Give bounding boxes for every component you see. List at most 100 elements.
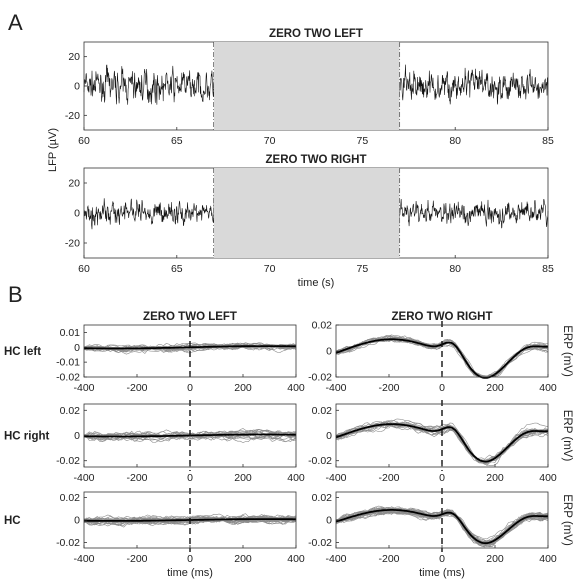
x-tick-label: 200 (486, 472, 504, 484)
y-axis-label: ERP (mV) (561, 325, 573, 377)
x-tick-label: 200 (234, 382, 252, 394)
x-tick-label: -200 (126, 382, 147, 394)
chart-B12 (335, 321, 549, 381)
x-tick-label: 60 (78, 135, 90, 147)
y-tick-label: 0.02 (312, 492, 333, 504)
y-axis-label: LFP (µV) (47, 128, 59, 172)
x-tick-label: 75 (357, 263, 369, 275)
y-tick-label: -0.02 (56, 537, 80, 549)
y-tick-label: -0.02 (308, 537, 332, 549)
y-tick-label: 0 (74, 81, 80, 93)
y-tick-label: 0.01 (60, 327, 81, 339)
x-tick-label: 400 (539, 553, 557, 565)
x-tick-label: 65 (171, 135, 183, 147)
x-tick-label: 65 (171, 263, 183, 275)
erp-trial-trace (83, 430, 297, 441)
x-axis-label: time (ms) (419, 567, 465, 579)
chart-B21 (83, 400, 297, 471)
y-tick-label: 20 (68, 51, 80, 63)
x-tick-label: 0 (439, 382, 445, 394)
panel-label-b: B (8, 282, 23, 307)
y-tick-label: -20 (65, 110, 80, 122)
x-tick-label: 70 (264, 263, 276, 275)
y-tick-label: -0.02 (308, 455, 332, 467)
x-tick-label: 200 (486, 382, 504, 394)
chart-B22 (335, 400, 549, 471)
x-tick-label: 80 (449, 135, 461, 147)
x-tick-label: -200 (126, 553, 147, 565)
x-tick-label: -400 (325, 382, 346, 394)
x-tick-label: 200 (486, 553, 504, 565)
x-tick-label: 60 (78, 263, 90, 275)
y-tick-label: -20 (65, 238, 80, 250)
x-tick-label: 200 (234, 472, 252, 484)
x-tick-label: 0 (187, 382, 193, 394)
y-axis-label: ERP (mV) (561, 410, 573, 462)
stim-interval-shade (213, 168, 400, 258)
y-tick-label: 0.02 (312, 320, 333, 332)
x-tick-label: -400 (73, 553, 94, 565)
x-tick-label: 0 (439, 472, 445, 484)
y-tick-label: 0 (326, 346, 332, 358)
x-tick-label: 400 (539, 382, 557, 394)
y-tick-label: 0 (326, 515, 332, 527)
x-tick-label: 85 (542, 135, 554, 147)
y-tick-label: 20 (68, 178, 80, 190)
x-tick-label: -200 (378, 472, 399, 484)
chart-B11 (83, 321, 297, 381)
chart-B31 (83, 488, 297, 552)
erp-mean-trace (335, 508, 549, 545)
y-tick-label: 0 (74, 430, 80, 442)
x-tick-label: 0 (439, 553, 445, 565)
x-tick-label: -400 (325, 472, 346, 484)
x-tick-label: 200 (234, 553, 252, 565)
x-tick-label: 80 (449, 263, 461, 275)
erp-trial-trace (83, 343, 297, 352)
x-tick-label: 0 (187, 553, 193, 565)
y-tick-label: 0 (74, 342, 80, 354)
x-tick-label: -400 (73, 472, 94, 484)
row-label: HC (4, 515, 21, 527)
y-axis-label: ERP (mV) (561, 494, 573, 546)
y-tick-label: 0.02 (60, 492, 81, 504)
x-tick-label: 400 (287, 553, 305, 565)
chart-B32 (335, 488, 549, 552)
x-tick-label: -200 (126, 472, 147, 484)
x-tick-label: -200 (378, 382, 399, 394)
x-tick-label: 400 (287, 472, 305, 484)
erp-trial-trace (335, 421, 549, 464)
y-tick-label: 0.02 (60, 405, 81, 417)
row-label: HC left (4, 346, 41, 358)
y-tick-label: 0 (74, 208, 80, 220)
y-tick-label: -0.01 (56, 357, 80, 369)
y-tick-label: -0.02 (56, 455, 80, 467)
x-tick-label: 400 (287, 382, 305, 394)
y-tick-label: 0 (74, 515, 80, 527)
chart-title: ZERO TWO RIGHT (392, 311, 493, 323)
x-axis-label: time (s) (298, 277, 335, 289)
panel-label-a: A (8, 10, 23, 35)
y-tick-label: -0.02 (308, 372, 332, 384)
x-tick-label: 70 (264, 135, 276, 147)
x-axis-label: time (ms) (167, 567, 213, 579)
y-tick-label: 0 (326, 430, 332, 442)
chart-title: ZERO TWO LEFT (143, 311, 237, 323)
chart-title: ZERO TWO LEFT (269, 28, 363, 40)
row-label: HC right (4, 431, 50, 443)
stim-interval-shade (213, 42, 400, 130)
x-tick-label: 85 (542, 263, 554, 275)
erp-mean-trace (335, 423, 549, 463)
x-tick-label: 75 (357, 135, 369, 147)
x-tick-label: 400 (539, 472, 557, 484)
x-tick-label: 0 (187, 472, 193, 484)
y-tick-label: -0.02 (56, 372, 80, 384)
x-tick-label: -400 (325, 553, 346, 565)
erp-trial-trace (83, 344, 297, 353)
chart-title: ZERO TWO RIGHT (266, 154, 367, 166)
x-tick-label: -200 (378, 553, 399, 565)
erp-mean-trace (83, 345, 296, 350)
x-tick-label: -400 (73, 382, 94, 394)
y-tick-label: 0.02 (312, 405, 333, 417)
